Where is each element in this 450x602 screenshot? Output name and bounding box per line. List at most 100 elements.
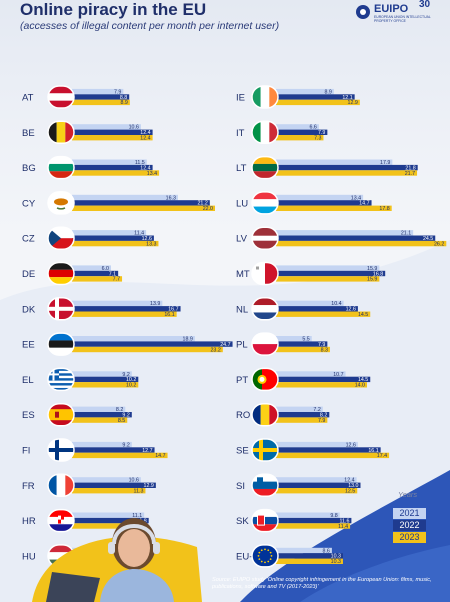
country-label: EL: [22, 375, 34, 386]
bar-fr-2022: [72, 482, 156, 488]
data-label: 8.9: [120, 100, 127, 106]
bar-lu-2023: [276, 205, 392, 211]
bar-de-2023: [72, 276, 123, 282]
data-label: 16.1: [164, 312, 174, 318]
bar-si-2022: [276, 482, 361, 488]
page-subtitle: (accesses of illegal content per month p…: [20, 20, 280, 32]
data-label: 13.0: [348, 483, 358, 489]
data-label: 17.4: [377, 453, 387, 459]
bar-be-2022: [72, 129, 153, 135]
legend-item-2021: 2021: [393, 508, 426, 519]
data-label: 16.3: [166, 195, 176, 201]
country-label: LV: [236, 234, 248, 245]
bar-be-2021: [72, 124, 141, 130]
bar-cy-2021: [72, 194, 178, 201]
cyprus-flag: [47, 191, 75, 215]
italy-flag: [251, 120, 279, 145]
bar-eu-27-2022: [276, 553, 343, 559]
netherlands-flag: [251, 297, 279, 321]
bar-group-el: EL9.210.210.2: [22, 367, 139, 392]
bar-fi-2023: [72, 452, 168, 459]
bar-el-2023: [72, 382, 139, 388]
country-label: BG: [22, 163, 36, 174]
data-label: 14.7: [155, 453, 165, 459]
bar-es-2021: [72, 406, 126, 412]
bar-group-ee: EE 18.9 24.723.2: [22, 332, 233, 356]
bar-lt-2022: [276, 164, 418, 171]
data-label: 13.3: [146, 241, 156, 247]
bar-group-nl: NL 10.4 12.614.5: [236, 297, 371, 321]
greece-flag: [47, 367, 75, 392]
sweden-flag: [251, 438, 279, 462]
country-label: HU: [22, 551, 36, 562]
bar-hr-2022: [72, 517, 149, 524]
logo-years: 30: [419, 0, 431, 10]
woman-laptop-photo: [32, 518, 202, 602]
bar-at-2023: [72, 99, 130, 106]
malta-flag: [251, 261, 279, 286]
data-label: 8.8: [120, 95, 127, 101]
data-label: 15.9: [367, 266, 377, 272]
bar-sk-2021: [276, 512, 340, 518]
bar-at-2021: [72, 88, 124, 95]
data-label: 11.6: [339, 518, 349, 524]
bar-es-2022: [72, 412, 132, 418]
bar-group-ie: IE 8.9 12.112.9: [236, 85, 360, 109]
data-label: 14.0: [355, 383, 365, 389]
country-label: DE: [22, 269, 35, 280]
bar-si-2023: [276, 488, 358, 494]
data-label: 10.3: [331, 559, 341, 565]
bar-mt-2021: [276, 265, 380, 271]
data-label: 7.9: [114, 89, 121, 95]
country-label: PL: [236, 340, 248, 351]
data-label: 12.6: [346, 442, 356, 448]
bar-dk-2022: [72, 306, 181, 312]
bar-group-mt: MT 15.916.815.9: [236, 261, 386, 286]
country-label: PT: [236, 375, 248, 386]
bar-pl-2021: [276, 336, 312, 342]
bar-group-at: AT 7.98.88.9: [22, 85, 130, 109]
data-label: 7.9: [318, 130, 325, 136]
bar-it-2022: [276, 129, 328, 135]
country-label: EU-27: [236, 551, 263, 562]
country-label: SE: [236, 446, 249, 457]
lithuania-flag: [251, 155, 279, 180]
bar-be-2023: [72, 135, 153, 141]
data-label: 6.0: [102, 266, 109, 272]
country-label: LT: [236, 163, 247, 174]
bar-lv-2021: [276, 230, 414, 236]
bar-el-2022: [72, 376, 139, 383]
bar-group-pt: PT 10.7 14.514.0: [236, 367, 371, 392]
country-label: MT: [236, 269, 250, 280]
bar-cz-2022: [72, 235, 154, 241]
luxembourg-flag: [251, 191, 279, 215]
data-label: 10.6: [129, 478, 139, 484]
bar-ro-2021: [276, 406, 323, 412]
data-label: 9.2: [122, 413, 129, 419]
bar-group-bg: BG 11.512.413.4: [22, 155, 160, 180]
bar-dk-2021: [72, 300, 163, 307]
bar-pt-2022: [276, 376, 371, 383]
bar-pt-2023: [276, 382, 367, 388]
romania-flag: [251, 402, 279, 427]
data-label: 17.9: [380, 160, 390, 166]
country-label: BE: [22, 128, 35, 139]
bar-cz-2023: [72, 240, 159, 247]
bar-group-de: DE 6.07.17.7: [22, 261, 123, 286]
data-label: 10.7: [333, 372, 343, 378]
euipo-logo: EUIPO 30 EUROPEAN UNION INTELLECTUAL PRO…: [356, 0, 446, 26]
bar-de-2022: [72, 270, 119, 277]
bar-group-pl: PL 5.5 7.98.3: [236, 332, 330, 356]
country-label: SI: [236, 481, 245, 492]
country-label: IT: [236, 128, 245, 139]
data-label: 8.3: [321, 347, 328, 353]
bar-group-eu-27: EU-27 8.610.310.3: [236, 544, 343, 568]
data-label: 12.4: [140, 130, 150, 136]
estonia-flag: [47, 332, 75, 356]
bar-nl-2021: [276, 300, 344, 307]
bar-lu-2021: [276, 194, 364, 201]
data-label: 18.9: [183, 337, 193, 343]
data-label: 11.3: [134, 489, 144, 495]
bar-fr-2023: [72, 488, 146, 494]
bar-ee-2023: [72, 346, 223, 353]
